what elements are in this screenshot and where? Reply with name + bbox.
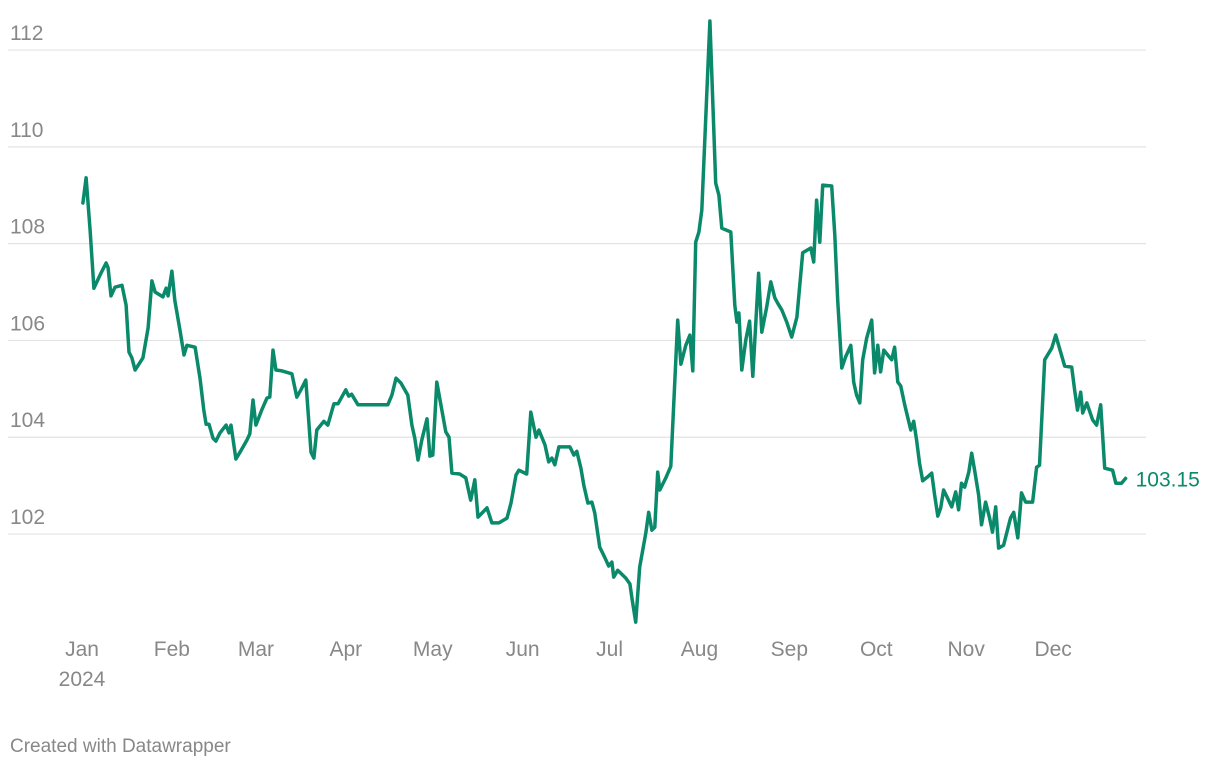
x-tick-label: Nov: [947, 638, 985, 661]
footer: Created with Datawrapper: [10, 736, 231, 757]
y-tick-label: 104: [10, 409, 45, 432]
x-tick-label: Feb: [154, 638, 190, 661]
x-tick-label: Aug: [681, 638, 718, 661]
y-tick-label: 112: [10, 22, 43, 45]
x-tick-label: May: [413, 638, 453, 661]
y-tick-label: 106: [10, 312, 45, 335]
x-tick-label: Jun: [506, 638, 540, 661]
x-tick-label: Apr: [329, 638, 362, 661]
x-tick-label: Jan: [65, 638, 99, 661]
end-label: 103.15: [1136, 468, 1200, 491]
y-tick-label: 110: [10, 119, 43, 142]
y-tick-label: 108: [10, 216, 45, 239]
line: [81, 19, 1128, 624]
x-tick-label: Oct: [860, 638, 893, 661]
x-year-label: 2024: [59, 668, 106, 691]
x-tick-label: Sep: [771, 638, 808, 661]
x-tick-label: Mar: [238, 638, 274, 661]
x-tick-label: Jul: [596, 638, 623, 661]
y-tick-label: 102: [10, 506, 45, 529]
x-tick-label: Dec: [1034, 638, 1071, 661]
